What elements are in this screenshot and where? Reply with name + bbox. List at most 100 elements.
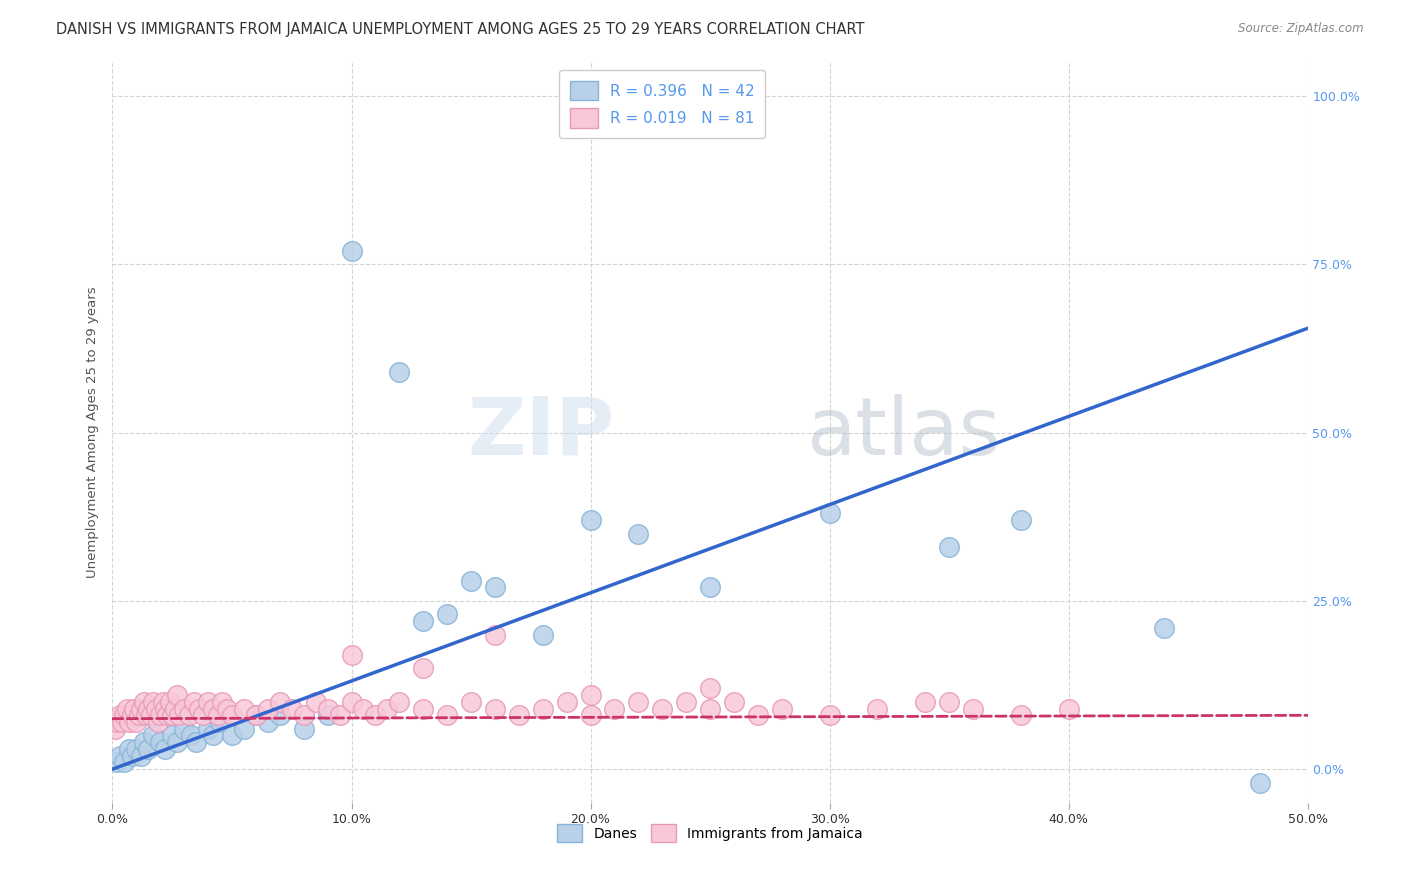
Point — [579, 708, 602, 723]
Text: Source: ZipAtlas.com: Source: ZipAtlas.com — [1239, 22, 1364, 36]
Point — [114, 756, 135, 770]
Point — [163, 701, 186, 715]
Point — [316, 708, 339, 723]
Point — [603, 701, 626, 715]
Point — [627, 695, 650, 709]
Point — [460, 574, 482, 588]
Point — [129, 748, 152, 763]
Legend: Danes, Immigrants from Jamaica: Danes, Immigrants from Jamaica — [551, 819, 869, 847]
Point — [104, 722, 127, 736]
Point — [699, 701, 721, 715]
Point — [138, 742, 160, 756]
Point — [340, 648, 363, 662]
Point — [108, 708, 131, 723]
Point — [149, 708, 172, 723]
Point — [281, 701, 304, 715]
Point — [152, 695, 174, 709]
Point — [723, 695, 745, 709]
Point — [180, 729, 202, 743]
Point — [149, 735, 172, 749]
Point — [388, 365, 411, 379]
Point — [531, 627, 554, 641]
Point — [269, 695, 291, 709]
Point — [257, 701, 280, 715]
Text: ZIP: ZIP — [467, 393, 614, 472]
Point — [938, 540, 960, 554]
Point — [233, 701, 256, 715]
Point — [316, 701, 339, 715]
Point — [135, 708, 157, 723]
Point — [1153, 621, 1175, 635]
Text: DANISH VS IMMIGRANTS FROM JAMAICA UNEMPLOYMENT AMONG AGES 25 TO 29 YEARS CORRELA: DANISH VS IMMIGRANTS FROM JAMAICA UNEMPL… — [56, 22, 865, 37]
Point — [484, 701, 506, 715]
Point — [197, 722, 219, 736]
Point — [129, 701, 152, 715]
Point — [1010, 708, 1032, 723]
Point — [122, 701, 145, 715]
Point — [128, 708, 150, 723]
Point — [914, 695, 936, 709]
Point — [105, 756, 128, 770]
Point — [818, 507, 841, 521]
Point — [747, 708, 769, 723]
Point — [125, 714, 148, 729]
Point — [142, 729, 165, 743]
Point — [146, 714, 169, 729]
Point — [364, 708, 387, 723]
Point — [1057, 701, 1080, 715]
Point — [166, 688, 188, 702]
Point — [699, 581, 721, 595]
Point — [579, 513, 602, 527]
Point — [132, 695, 155, 709]
Point — [111, 714, 134, 729]
Point — [162, 729, 183, 743]
Point — [153, 742, 176, 756]
Point — [412, 701, 434, 715]
Point — [118, 714, 141, 729]
Point — [699, 681, 721, 696]
Point — [173, 701, 195, 715]
Point — [962, 701, 984, 715]
Point — [292, 722, 315, 736]
Point — [121, 708, 143, 723]
Point — [340, 244, 363, 258]
Point — [257, 714, 280, 729]
Point — [114, 708, 135, 723]
Point — [162, 708, 183, 723]
Point — [211, 695, 233, 709]
Point — [201, 701, 224, 715]
Point — [173, 722, 195, 736]
Point — [139, 708, 162, 723]
Point — [627, 526, 650, 541]
Point — [377, 701, 399, 715]
Point — [142, 695, 165, 709]
Point — [508, 708, 530, 723]
Point — [484, 581, 506, 595]
Point — [221, 708, 243, 723]
Point — [1249, 775, 1271, 789]
Point — [555, 695, 578, 709]
Point — [121, 748, 143, 763]
Point — [484, 627, 506, 641]
Point — [245, 708, 267, 723]
Point — [207, 708, 229, 723]
Point — [132, 735, 155, 749]
Point — [818, 708, 841, 723]
Point — [183, 695, 205, 709]
Point — [201, 729, 224, 743]
Point — [108, 748, 131, 763]
Point — [169, 708, 191, 723]
Point — [329, 708, 352, 723]
Point — [145, 701, 167, 715]
Point — [675, 695, 697, 709]
Point — [221, 729, 243, 743]
Point — [651, 701, 673, 715]
Point — [115, 701, 138, 715]
Point — [938, 695, 960, 709]
Point — [217, 701, 239, 715]
Text: atlas: atlas — [806, 393, 1000, 472]
Point — [866, 701, 889, 715]
Point — [177, 708, 200, 723]
Point — [156, 708, 179, 723]
Point — [579, 688, 602, 702]
